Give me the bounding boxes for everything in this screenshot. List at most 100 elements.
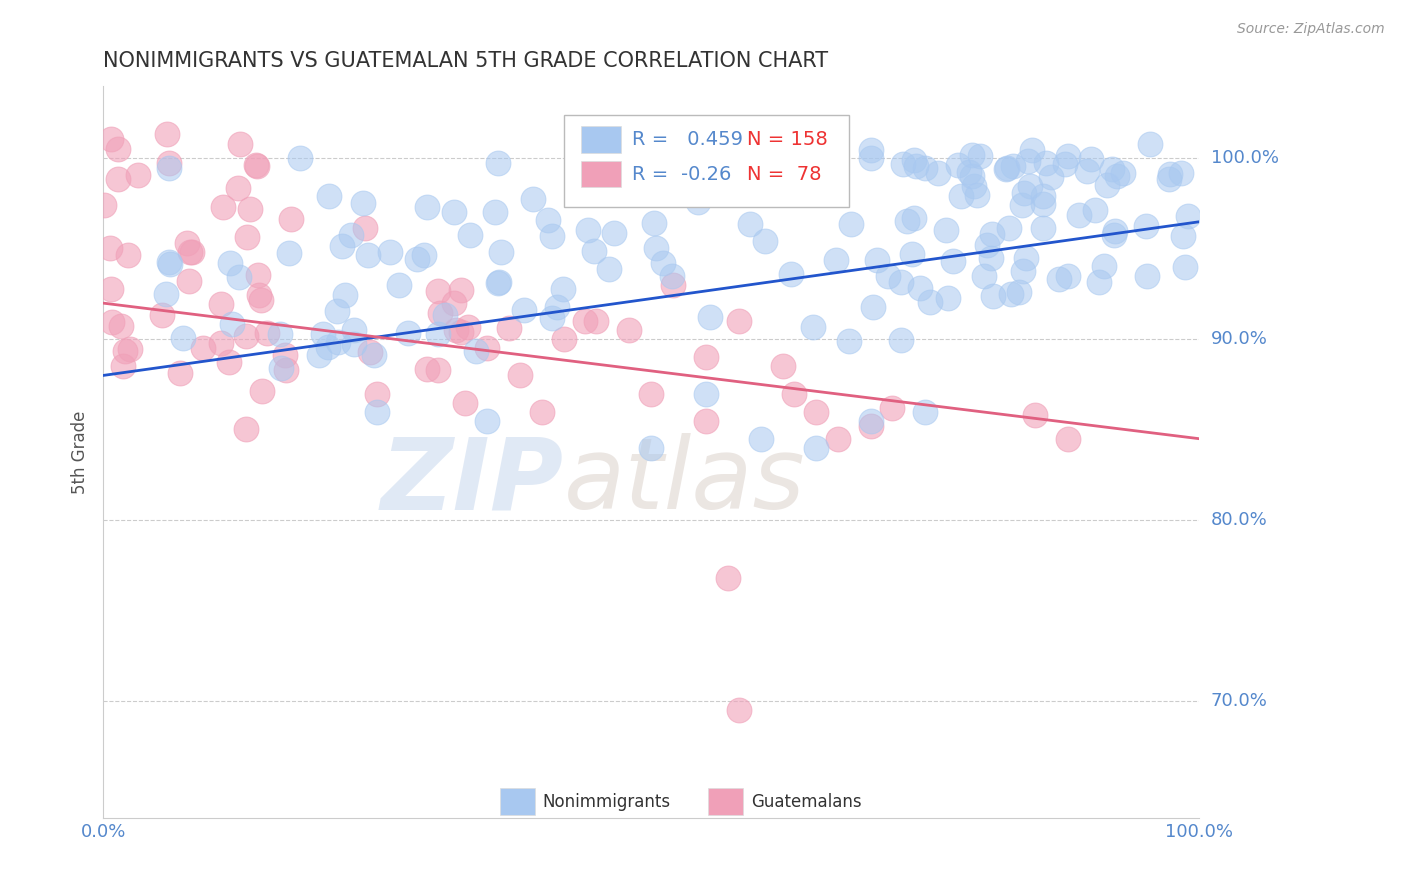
Point	[973, 268, 995, 283]
Point	[695, 386, 717, 401]
Text: NONIMMIGRANTS VS GUATEMALAN 5TH GRADE CORRELATION CHART: NONIMMIGRANTS VS GUATEMALAN 5TH GRADE CO…	[103, 51, 828, 70]
Point	[359, 345, 381, 359]
Point	[882, 401, 904, 415]
Point	[699, 310, 721, 325]
Point	[1015, 252, 1038, 266]
Point	[1008, 285, 1031, 299]
Point	[326, 335, 349, 350]
Point	[1092, 259, 1115, 273]
Point	[1084, 202, 1107, 217]
Point	[100, 282, 122, 296]
Point	[256, 326, 278, 341]
Point	[274, 363, 297, 377]
Text: R =: R =	[631, 164, 673, 184]
Point	[1057, 269, 1080, 284]
Point	[486, 156, 509, 170]
Point	[546, 300, 568, 314]
Point	[1095, 178, 1118, 192]
Point	[804, 404, 827, 418]
Point	[357, 248, 380, 262]
Point	[114, 343, 136, 358]
Text: N =  78: N = 78	[747, 164, 821, 184]
Text: 100.0%: 100.0%	[1211, 150, 1278, 168]
Point	[904, 159, 927, 173]
Point	[896, 214, 918, 228]
Point	[157, 156, 180, 170]
Point	[465, 343, 488, 358]
Point	[176, 235, 198, 250]
Point	[491, 244, 513, 259]
Point	[914, 404, 936, 418]
Point	[1171, 228, 1194, 243]
Point	[980, 251, 1002, 265]
Point	[728, 703, 751, 717]
Point	[1024, 408, 1046, 422]
Point	[603, 227, 626, 241]
Point	[695, 414, 717, 428]
Point	[93, 198, 115, 212]
Point	[914, 161, 936, 176]
Point	[312, 326, 335, 341]
Point	[754, 235, 776, 249]
Text: Source: ZipAtlas.com: Source: ZipAtlas.com	[1237, 22, 1385, 37]
Point	[890, 334, 912, 348]
Point	[235, 230, 257, 244]
Point	[172, 331, 194, 345]
Point	[1069, 208, 1091, 222]
Point	[278, 245, 301, 260]
Point	[169, 366, 191, 380]
Point	[118, 343, 141, 357]
Point	[995, 161, 1018, 176]
Point	[541, 229, 564, 244]
Point	[981, 227, 1004, 241]
Point	[893, 157, 915, 171]
Point	[1104, 224, 1126, 238]
Point	[416, 361, 439, 376]
Point	[645, 241, 668, 255]
Point	[246, 268, 269, 282]
Point	[927, 166, 949, 180]
Point	[127, 168, 149, 182]
Point	[643, 216, 665, 230]
Point	[963, 179, 986, 194]
Point	[1056, 432, 1078, 446]
Point	[444, 323, 467, 337]
Point	[498, 320, 520, 334]
Point	[717, 161, 740, 176]
Text: R =: R =	[631, 130, 673, 149]
Point	[416, 200, 439, 214]
FancyBboxPatch shape	[709, 789, 744, 814]
Point	[406, 252, 429, 267]
Point	[960, 169, 983, 183]
FancyBboxPatch shape	[564, 115, 849, 207]
Y-axis label: 5th Grade: 5th Grade	[72, 410, 89, 494]
Point	[270, 360, 292, 375]
Point	[738, 218, 761, 232]
Point	[454, 395, 477, 409]
Point	[942, 253, 965, 268]
Point	[111, 359, 134, 373]
Point	[457, 320, 479, 334]
Point	[950, 189, 973, 203]
Point	[900, 247, 922, 261]
Point	[460, 227, 482, 242]
Point	[862, 300, 884, 314]
Point	[1136, 268, 1159, 283]
Point	[209, 296, 232, 310]
Text: N = 158: N = 158	[747, 130, 827, 149]
Point	[150, 308, 173, 322]
Point	[380, 245, 402, 260]
Text: 90.0%: 90.0%	[1211, 330, 1267, 348]
Point	[429, 305, 451, 319]
Point	[661, 268, 683, 283]
Point	[475, 414, 498, 428]
Point	[117, 248, 139, 262]
Point	[1170, 166, 1192, 180]
Point	[530, 404, 553, 418]
Point	[1032, 221, 1054, 235]
Text: ZIP: ZIP	[381, 434, 564, 530]
Point	[859, 419, 882, 434]
Point	[598, 262, 620, 277]
Point	[1017, 153, 1039, 168]
Point	[1039, 169, 1062, 184]
